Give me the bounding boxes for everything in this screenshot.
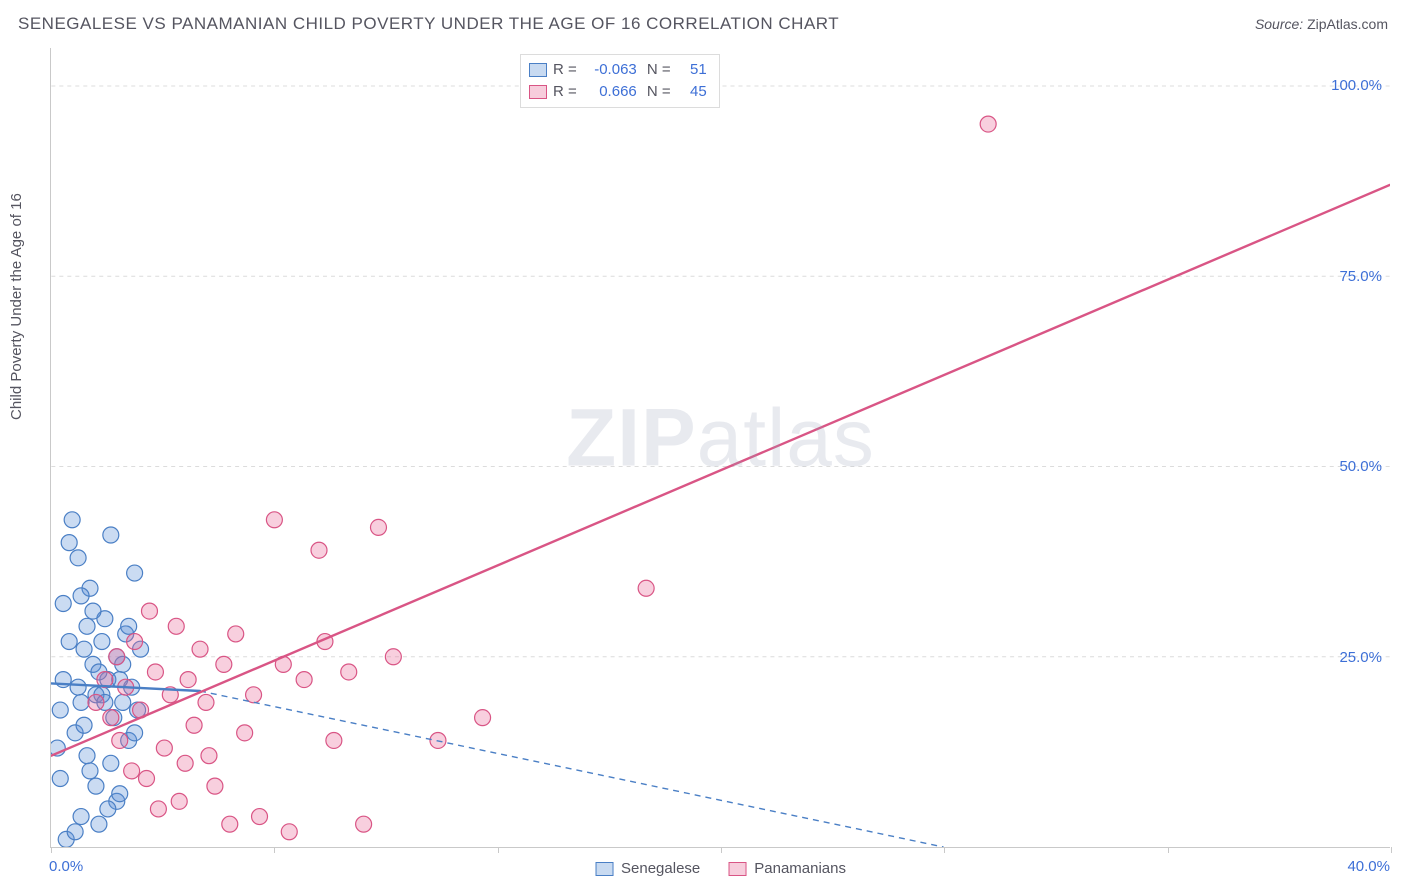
stats-legend-box: R = -0.063 N = 51 R = 0.666 N = 45 <box>520 54 720 108</box>
stats-swatch-panamanians <box>529 85 547 99</box>
stats-swatch-senegalese <box>529 63 547 77</box>
y-tick-label: 25.0% <box>1339 649 1382 666</box>
stats-row-senegalese: R = -0.063 N = 51 <box>529 59 707 81</box>
x-tick-mark <box>498 847 499 853</box>
source-label: Source: <box>1255 16 1303 32</box>
y-tick-label: 100.0% <box>1331 77 1382 94</box>
stats-row-panamanians: R = 0.666 N = 45 <box>529 81 707 103</box>
y-tick-label: 75.0% <box>1339 268 1382 285</box>
chart-header: SENEGALESE VS PANAMANIAN CHILD POVERTY U… <box>0 0 1406 48</box>
source-value: ZipAtlas.com <box>1307 16 1388 32</box>
x-tick-label-left: 0.0% <box>49 858 83 875</box>
x-tick-mark <box>1168 847 1169 853</box>
stats-r-senegalese: -0.063 <box>583 59 637 81</box>
x-tick-mark <box>944 847 945 853</box>
scatter-svg <box>51 48 1390 847</box>
stats-r-label: R = <box>553 59 577 81</box>
x-tick-mark <box>51 847 52 853</box>
y-tick-label: 50.0% <box>1339 458 1382 475</box>
stats-n-panamanians: 45 <box>677 81 707 103</box>
stats-n-senegalese: 51 <box>677 59 707 81</box>
legend-swatch-panamanians <box>728 862 746 876</box>
legend-swatch-senegalese <box>595 862 613 876</box>
legend-label-senegalese: Senegalese <box>621 860 700 877</box>
x-tick-mark <box>1391 847 1392 853</box>
legend-label-panamanians: Panamanians <box>754 860 846 877</box>
source-credit: Source: ZipAtlas.com <box>1255 16 1388 32</box>
stats-r-label-2: R = <box>553 81 577 103</box>
stats-n-label-2: N = <box>643 81 671 103</box>
x-tick-mark <box>274 847 275 853</box>
x-tick-mark <box>721 847 722 853</box>
x-tick-label-right: 40.0% <box>1347 858 1390 875</box>
chart-plot-area: ZIPatlas Senegalese Panamanians 25.0%50.… <box>50 48 1390 848</box>
chart-title: SENEGALESE VS PANAMANIAN CHILD POVERTY U… <box>18 14 839 34</box>
bottom-legend: Senegalese Panamanians <box>595 860 846 877</box>
legend-item-panamanians: Panamanians <box>728 860 846 877</box>
legend-item-senegalese: Senegalese <box>595 860 700 877</box>
stats-r-panamanians: 0.666 <box>583 81 637 103</box>
stats-n-label: N = <box>643 59 671 81</box>
y-axis-label: Child Poverty Under the Age of 16 <box>8 193 25 420</box>
